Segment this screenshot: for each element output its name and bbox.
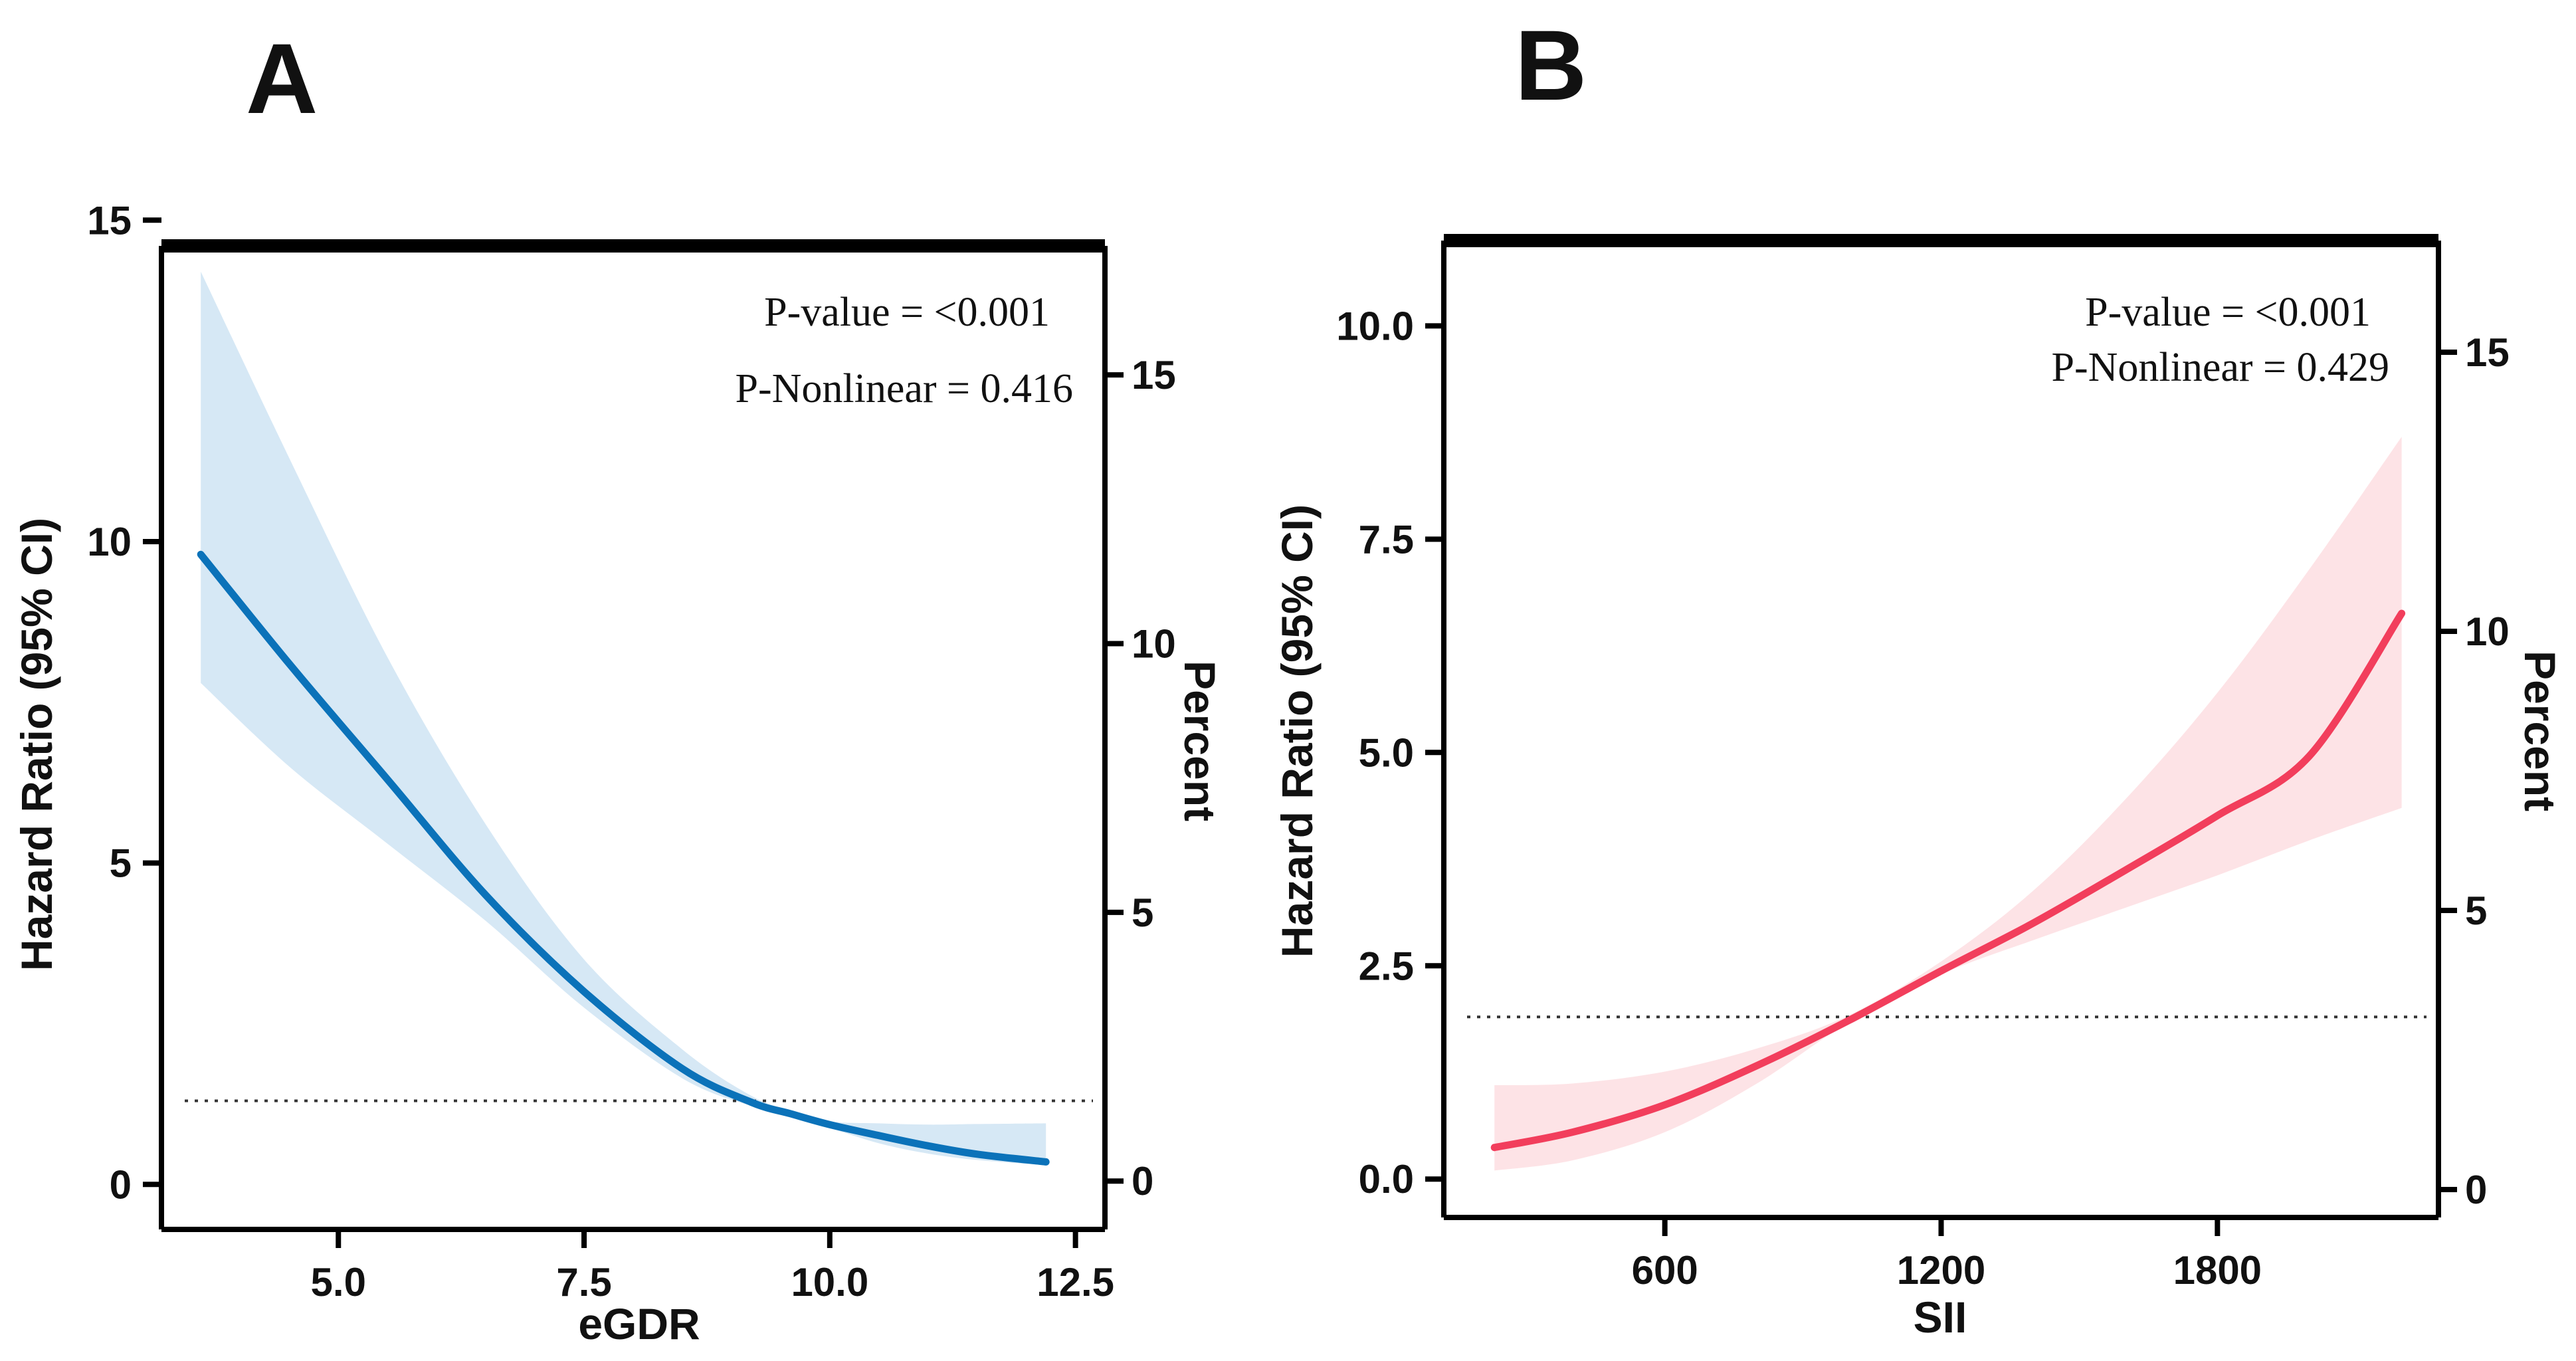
panel-b-y2-tick-label: 0 bbox=[2465, 1168, 2487, 1212]
panel-b-y2-tick-label: 15 bbox=[2465, 330, 2510, 375]
panel-a-pnonlinear: P-Nonlinear = 0.416 bbox=[735, 366, 1073, 411]
panel-a-x-tick-label: 7.5 bbox=[556, 1260, 611, 1305]
panel-b-y2-tick-label: 5 bbox=[2465, 889, 2487, 933]
panel-b-y2-axis-title: Percent bbox=[2516, 651, 2565, 811]
panel-a-x-axis-title: eGDR bbox=[578, 1299, 700, 1348]
panel-b-pnonlinear: P-Nonlinear = 0.429 bbox=[2051, 345, 2389, 390]
panel-b-y2-tick-label: 10 bbox=[2465, 609, 2510, 654]
panel-b-y-axis-title: Hazard Ratio (95% CI) bbox=[1272, 504, 1322, 958]
panel-b-y-tick-label: 0.0 bbox=[1359, 1157, 1414, 1202]
panel-a-letter: A bbox=[246, 23, 318, 134]
panel-b-x-axis-title: SII bbox=[1914, 1293, 1967, 1342]
panel-b-hr-curve bbox=[1490, 609, 2406, 1152]
panel-b-y-tick-label: 10.0 bbox=[1336, 304, 1414, 348]
panel-a-x-tick-label: 12.5 bbox=[1037, 1260, 1114, 1305]
panel-b-x-tick-label: 600 bbox=[1632, 1248, 1698, 1293]
panel-a-y-tick-label: 0 bbox=[110, 1162, 132, 1207]
panel-a-pvalue: P-value = <0.001 bbox=[764, 290, 1050, 335]
panel-a-y2-axis-title: Percent bbox=[1175, 661, 1225, 821]
panel-b-y-tick-label: 5.0 bbox=[1359, 730, 1414, 775]
panel-a-y-tick-label: 15 bbox=[87, 198, 132, 243]
panel-a-y2-tick-label: 10 bbox=[1132, 621, 1176, 666]
panel-a-ci-band bbox=[201, 271, 1046, 1166]
panel-a-y2-tick-label: 15 bbox=[1132, 353, 1176, 397]
panel-b-y-tick-label: 2.5 bbox=[1359, 944, 1414, 988]
panel-a-x-tick-label: 5.0 bbox=[311, 1260, 366, 1305]
panel-b-ci-band bbox=[1494, 437, 2402, 1171]
panel-b-pvalue: P-value = <0.001 bbox=[2085, 290, 2371, 335]
panel-a-y2-tick-label: 5 bbox=[1132, 890, 1153, 935]
panel-b-y-tick-label: 7.5 bbox=[1359, 517, 1414, 562]
panel-b-plot-area: 600 1200 1800 0.0 2.5 5.0 7.5 10.0 0 5 10 15 bbox=[1336, 304, 2510, 1293]
panel-b: B 600 1200 1800 0.0 2.5 5.0 7.5 10.0 0 5 10 15 P-va… bbox=[1272, 9, 2565, 1342]
panel-a-hr-curve bbox=[197, 550, 1050, 1166]
panel-b-x-tick-label: 1800 bbox=[2173, 1248, 2262, 1293]
panel-a-y-axis-title: Hazard Ratio (95% CI) bbox=[12, 518, 61, 971]
panel-b-x-tick-label: 1200 bbox=[1897, 1248, 1985, 1293]
panel-b-letter: B bbox=[1515, 9, 1587, 121]
panel-a-plot-area: 5.0 7.5 10.0 12.5 0 5 10 15 0 5 10 15 bbox=[87, 198, 1176, 1305]
panel-a-y2-tick-label: 0 bbox=[1132, 1159, 1153, 1204]
panel-a-y-tick-label: 10 bbox=[87, 520, 132, 564]
panel-a: A 5.0 7.5 10.0 12.5 0 5 10 15 0 5 10 15 P-value = <… bbox=[12, 23, 1225, 1348]
panel-a-y-tick-label: 5 bbox=[110, 841, 132, 886]
panel-a-x-tick-label: 10.0 bbox=[791, 1260, 868, 1305]
